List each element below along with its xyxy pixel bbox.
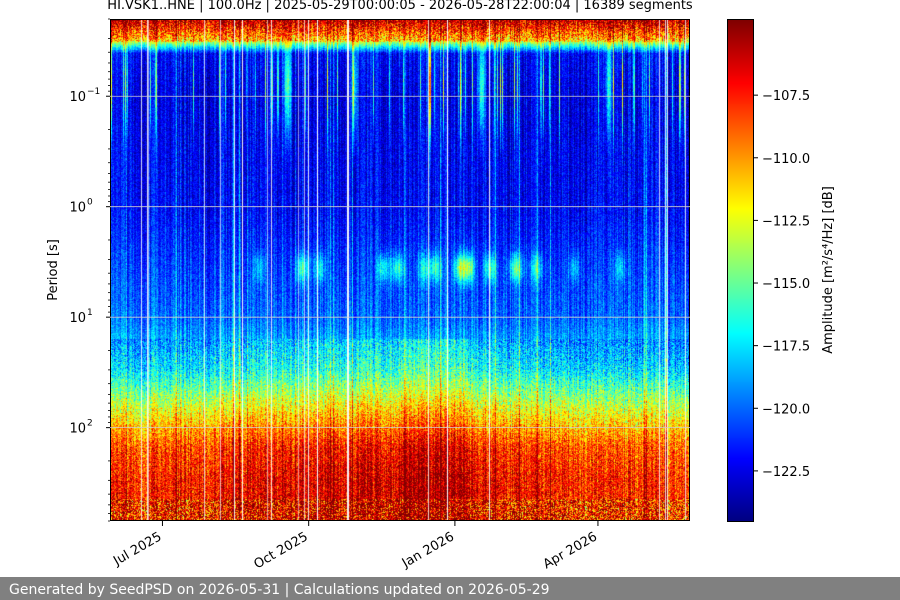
- colorbar-tick-label: −117.5: [762, 340, 810, 355]
- colorbar-tick-label: −110.0: [762, 152, 810, 167]
- colorbar: [727, 19, 754, 522]
- y-tick-label: 10: [69, 422, 86, 437]
- y-tick-label: 10: [69, 90, 86, 105]
- x-tick-label: Oct 2025: [251, 529, 310, 572]
- plot-area: [110, 19, 690, 521]
- colorbar-tick-label: −107.5: [762, 89, 810, 104]
- x-tick-label: Jan 2026: [399, 529, 457, 571]
- y-tick-exponent: 0: [87, 198, 93, 208]
- y-tick-label: 10: [69, 311, 86, 326]
- colorbar-tick-label: −112.5: [762, 214, 810, 229]
- colorbar-label: Amplitude [m²/s⁴/Hz] [dB]: [821, 186, 836, 354]
- y-tick-label: 10: [69, 201, 86, 216]
- y-tick-exponent: −1: [87, 87, 100, 97]
- x-tick-label: Apr 2026: [541, 529, 600, 572]
- colorbar-gradient: [728, 20, 753, 521]
- y-tick-exponent: 1: [87, 308, 93, 318]
- x-tick-label: Jul 2025: [110, 529, 164, 569]
- colorbar-tick-label: −115.0: [762, 277, 810, 292]
- y-tick-exponent: 2: [87, 419, 93, 429]
- spectrogram-heatmap: [111, 20, 689, 520]
- footer-bar: Generated by SeedPSD on 2026-05-31 | Cal…: [0, 577, 900, 600]
- colorbar-tick-label: −122.5: [762, 465, 810, 480]
- colorbar-tick-label: −120.0: [762, 402, 810, 417]
- chart-title: HI.VSK1..HNE | 100.0Hz | 2025-05-29T00:0…: [107, 0, 693, 13]
- y-axis-label: Period [s]: [46, 239, 61, 301]
